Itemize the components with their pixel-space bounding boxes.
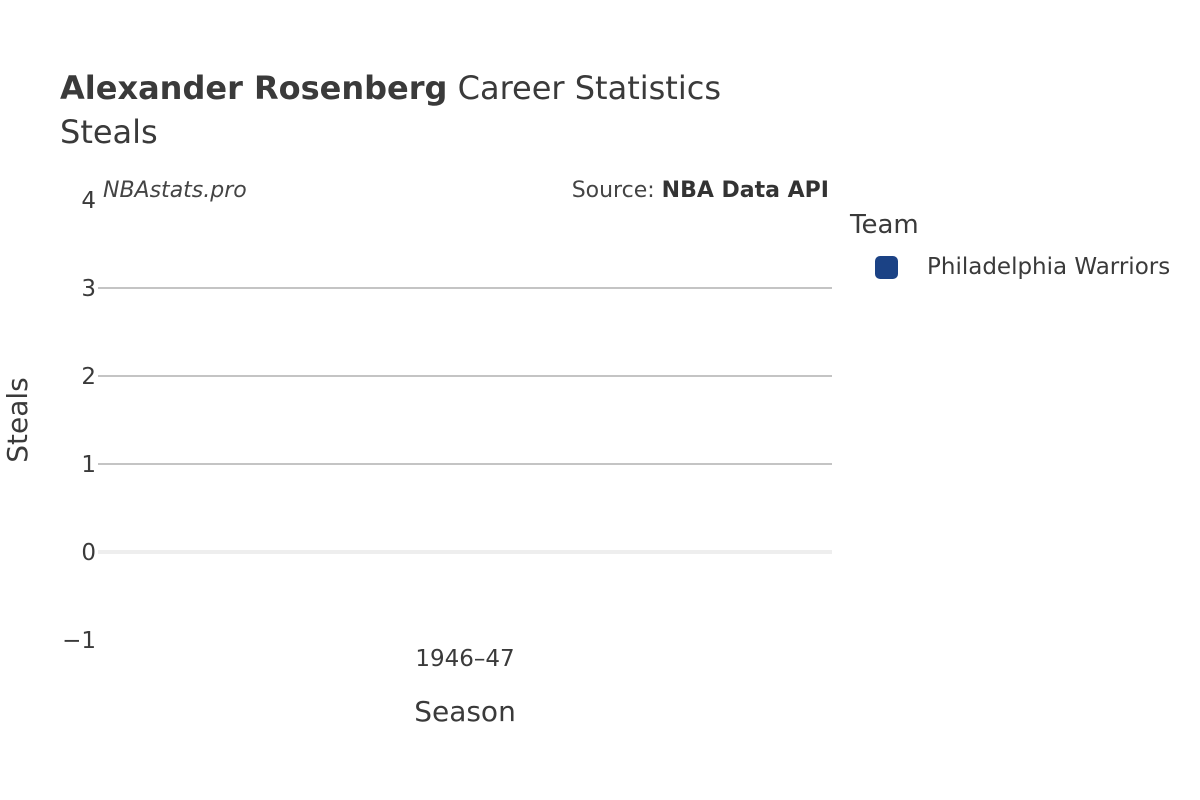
legend: Team Philadelphia Warriors bbox=[850, 210, 1170, 280]
title-player-name: Alexander Rosenberg bbox=[60, 69, 448, 107]
chart-title: Alexander Rosenberg Career Statistics St… bbox=[60, 66, 721, 154]
legend-swatch bbox=[875, 255, 898, 279]
y-axis-title: Steals bbox=[1, 377, 34, 463]
y-tick-label: 0 bbox=[81, 540, 96, 566]
y-tick-label: 2 bbox=[81, 364, 96, 390]
chart-subtitle: Steals bbox=[60, 113, 158, 151]
watermark: NBAstats.pro bbox=[103, 178, 247, 203]
title-line: Alexander Rosenberg Career Statistics bbox=[60, 66, 721, 110]
legend-item-label: Philadelphia Warriors bbox=[927, 254, 1171, 280]
title-suffix: Career Statistics bbox=[447, 69, 721, 107]
source-note: Source: NBA Data API bbox=[572, 178, 829, 203]
y-tick-label: −1 bbox=[62, 628, 96, 654]
y-tick-label: 1 bbox=[81, 452, 96, 478]
x-tick-labels: 1946–47 bbox=[415, 646, 514, 672]
y-tick-label: 3 bbox=[81, 276, 96, 302]
y-tick-labels: −1 0 1 2 3 4 bbox=[62, 188, 96, 654]
legend-item[interactable]: Philadelphia Warriors bbox=[875, 254, 1170, 280]
y-tick-label: 4 bbox=[81, 188, 96, 214]
x-tick-label: 1946–47 bbox=[415, 646, 514, 672]
grid-lines bbox=[98, 287, 832, 554]
source-value: NBA Data API bbox=[661, 178, 829, 203]
x-axis-title: Season bbox=[414, 695, 516, 728]
source-label: Source: bbox=[571, 178, 662, 203]
legend-title: Team bbox=[850, 210, 919, 240]
